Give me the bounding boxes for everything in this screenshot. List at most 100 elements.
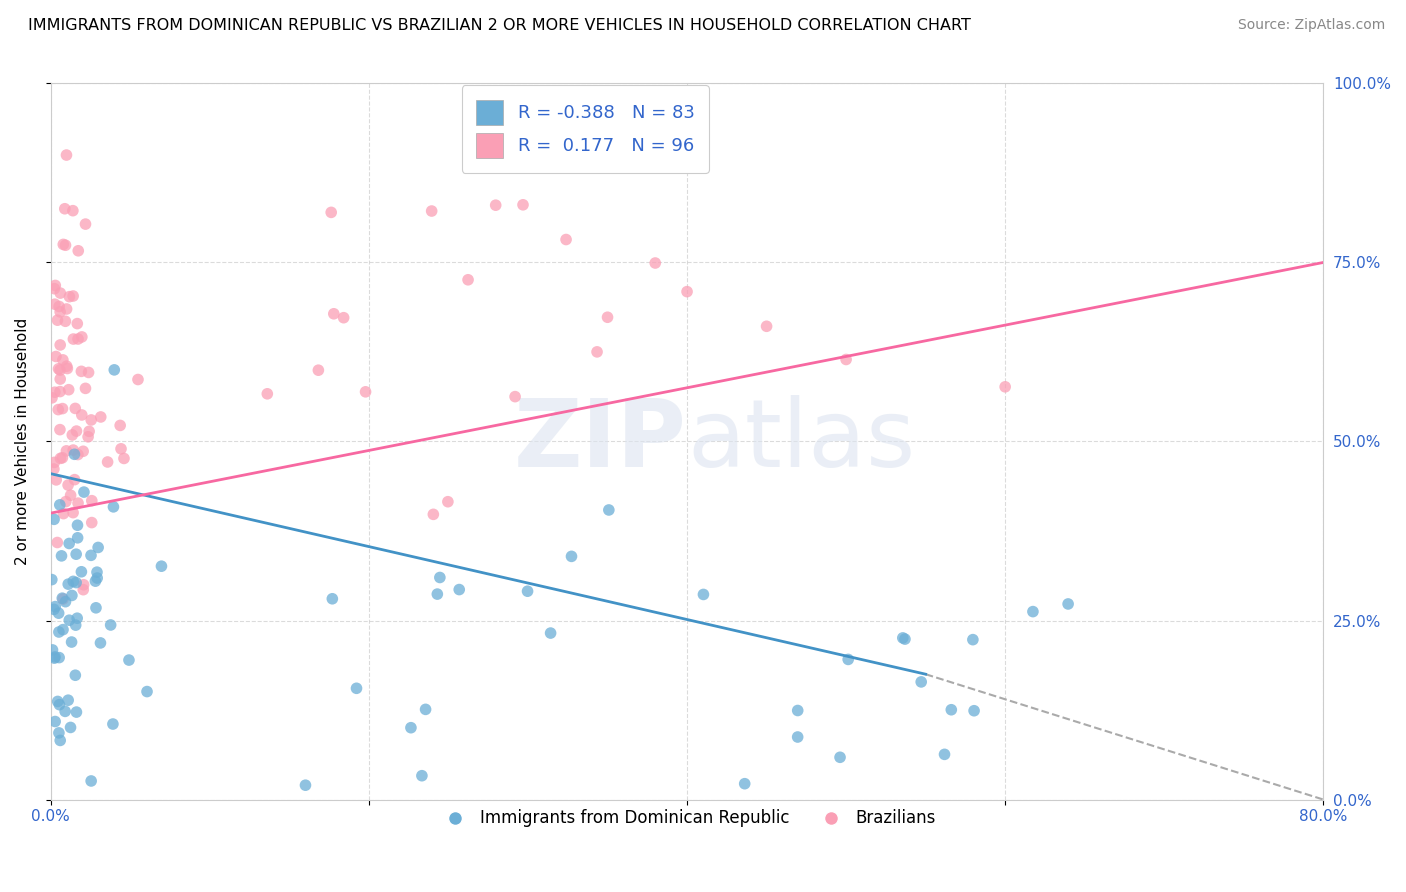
Point	[59, 721, 82, 735]
Point	[86, 571, 108, 585]
Point	[44, 599, 66, 614]
Text: Source: ZipAtlas.com: Source: ZipAtlas.com	[1237, 18, 1385, 32]
Point	[42, 602, 65, 616]
Text: atlas: atlas	[688, 395, 915, 488]
Point	[70, 364, 93, 378]
Point	[1057, 597, 1080, 611]
Point	[399, 721, 422, 735]
Point	[51, 549, 73, 563]
Point	[80, 774, 103, 789]
Point	[786, 730, 808, 744]
Point	[48, 726, 70, 740]
Point	[332, 310, 354, 325]
Point	[48, 650, 70, 665]
Point	[44, 649, 66, 664]
Point	[55, 359, 77, 374]
Point	[60, 589, 83, 603]
Point	[60, 428, 83, 442]
Point	[294, 778, 316, 792]
Point	[346, 681, 368, 696]
Point	[786, 704, 808, 718]
Point	[75, 217, 97, 231]
Point	[58, 613, 80, 627]
Point	[49, 423, 72, 437]
Point	[65, 401, 87, 416]
Point	[58, 577, 80, 591]
Point	[72, 582, 94, 597]
Point	[77, 366, 100, 380]
Point	[150, 559, 173, 574]
Point	[55, 301, 77, 316]
Point	[80, 413, 103, 427]
Point	[55, 148, 77, 162]
Point	[44, 714, 66, 729]
Point	[994, 380, 1017, 394]
Point	[51, 450, 73, 465]
Point	[86, 565, 108, 579]
Point	[321, 591, 343, 606]
Point	[58, 290, 80, 304]
Point	[65, 705, 87, 719]
Point	[420, 204, 443, 219]
Point	[755, 319, 778, 334]
Point	[108, 418, 131, 433]
Point	[101, 717, 124, 731]
Point	[55, 314, 77, 328]
Point	[42, 462, 65, 476]
Point	[891, 631, 914, 645]
Point	[60, 635, 83, 649]
Point	[51, 591, 73, 606]
Point	[426, 587, 449, 601]
Point	[45, 350, 67, 364]
Point	[835, 352, 858, 367]
Point	[48, 625, 70, 640]
Point	[59, 488, 82, 502]
Point	[72, 578, 94, 592]
Point	[65, 575, 87, 590]
Point	[586, 344, 609, 359]
Point	[49, 384, 72, 399]
Point	[55, 238, 77, 252]
Point	[596, 310, 619, 325]
Point	[72, 444, 94, 458]
Point	[44, 385, 66, 400]
Legend: Immigrants from Dominican Republic, Brazilians: Immigrants from Dominican Republic, Braz…	[432, 803, 943, 834]
Point	[56, 693, 79, 707]
Point	[87, 541, 110, 555]
Point	[89, 636, 111, 650]
Point	[307, 363, 329, 377]
Point	[55, 494, 77, 508]
Point	[118, 653, 141, 667]
Point	[46, 535, 69, 549]
Point	[58, 536, 80, 550]
Point	[42, 512, 65, 526]
Point	[45, 473, 67, 487]
Point	[941, 703, 963, 717]
Text: ZIP: ZIP	[515, 395, 688, 488]
Point	[84, 574, 107, 589]
Point	[100, 618, 122, 632]
Point	[449, 582, 471, 597]
Text: IMMIGRANTS FROM DOMINICAN REPUBLIC VS BRAZILIAN 2 OR MORE VEHICLES IN HOUSEHOLD : IMMIGRANTS FROM DOMINICAN REPUBLIC VS BR…	[28, 18, 972, 33]
Point	[540, 626, 562, 640]
Point	[52, 623, 75, 637]
Point	[49, 338, 72, 352]
Point	[49, 363, 72, 377]
Point	[321, 205, 343, 219]
Point	[67, 244, 90, 258]
Point	[44, 278, 66, 293]
Point	[67, 332, 90, 346]
Point	[53, 202, 76, 216]
Point	[112, 451, 135, 466]
Point	[97, 455, 120, 469]
Point	[55, 443, 77, 458]
Point	[62, 203, 84, 218]
Point	[136, 684, 159, 698]
Point	[256, 386, 278, 401]
Point	[53, 705, 76, 719]
Point	[62, 332, 84, 346]
Point	[80, 516, 103, 530]
Point	[103, 500, 125, 514]
Point	[676, 285, 699, 299]
Point	[103, 363, 125, 377]
